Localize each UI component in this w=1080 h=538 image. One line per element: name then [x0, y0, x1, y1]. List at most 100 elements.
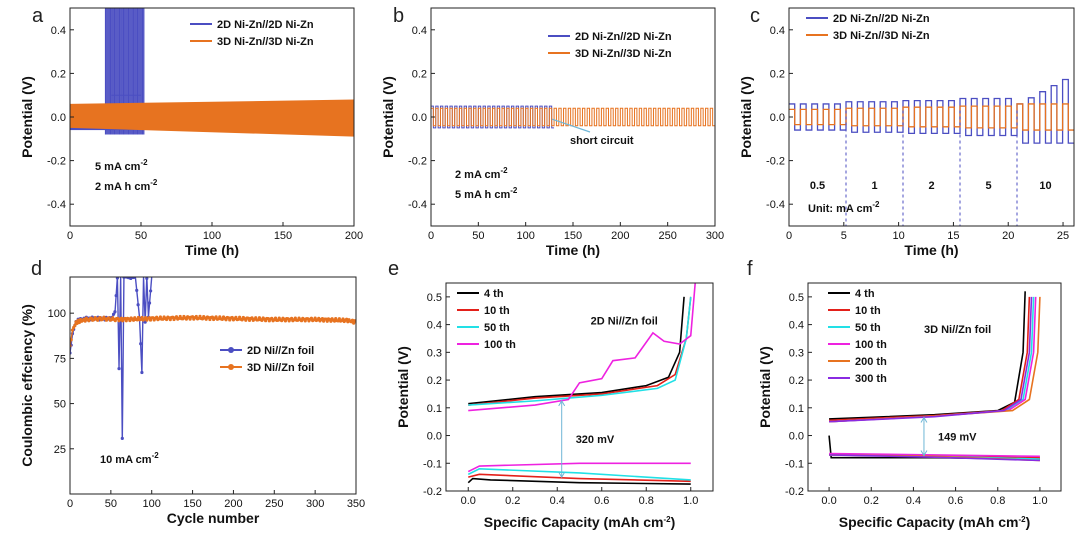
series-d-1-point — [332, 319, 337, 323]
legend: 4 th 10 th 50 th 100 th 200 th 300 th — [828, 288, 887, 385]
series-f-5-discharge — [829, 454, 1040, 462]
x-tick-label: 350 — [347, 498, 365, 510]
series-d-0-point — [111, 312, 116, 316]
series-f-3-discharge — [829, 452, 1040, 458]
panel-letter: a — [32, 5, 44, 27]
rate-label: 0.5 — [810, 180, 825, 192]
series-d-1-point — [260, 318, 264, 322]
y-tick-label: -0.2 — [408, 156, 427, 168]
panel-d: 0 50 100 150 200 250 300 350 25 50 75 100 Cycle numb… — [19, 258, 365, 526]
x-tick-label: 20 — [1002, 230, 1014, 242]
x-tick-label: 0 — [786, 230, 792, 242]
y-tick-label: 0.0 — [427, 431, 442, 443]
series-e-0-discharge — [467, 477, 691, 485]
y-tick-label: 0.2 — [770, 68, 785, 80]
plot-area-e — [467, 283, 696, 485]
x-tick-label: 0.4 — [550, 495, 565, 507]
plot-area-c — [789, 78, 1074, 226]
legend: 2D Ni-Zn//2D Ni-Zn 3D Ni-Zn//3D Ni-Zn — [806, 13, 930, 42]
x-tick-label: 50 — [472, 230, 484, 242]
rate-label: 5 — [985, 180, 991, 192]
series-d-0-point — [117, 367, 121, 371]
panel-a: 0 50 100 150 200 -0.4 -0.2 0.0 0.2 0.4 Time (h) Pot… — [19, 5, 363, 258]
x-tick-label: 200 — [345, 230, 363, 242]
series-d-1-point — [290, 316, 294, 320]
y-tick-label: 0.4 — [427, 320, 442, 332]
gap-label: 320 mV — [576, 434, 615, 446]
plot-area-d — [70, 277, 356, 440]
series-d-1-point — [164, 317, 169, 322]
y-tick-label: 0.0 — [770, 112, 785, 124]
series-d-1-point — [320, 317, 325, 321]
x-tick-label: 0 — [67, 498, 73, 510]
x-tick-label: 100 — [143, 498, 161, 510]
series-d-1-point — [337, 317, 341, 321]
series-d-1-point — [280, 319, 284, 323]
plot-area-a — [70, 8, 354, 137]
x-tick-label: 150 — [183, 498, 201, 510]
series-d-1-point — [341, 317, 345, 321]
y-axis-label: Potential (V) — [738, 76, 754, 158]
legend-label: 2D Ni-Zn//2D Ni-Zn — [575, 31, 672, 43]
legend-label: 3D Ni-Zn//3D Ni-Zn — [833, 30, 930, 42]
series-b-1 — [431, 107, 715, 127]
panel-letter: c — [750, 5, 760, 27]
series-d-1-point — [270, 316, 274, 320]
y-tick-label: 0.2 — [51, 68, 66, 80]
x-tick-label: 200 — [611, 230, 629, 242]
y-tick-label: -0.4 — [766, 199, 785, 211]
x-tick-label: 0.8 — [990, 495, 1005, 507]
y-tick-label: 0.2 — [427, 375, 442, 387]
series-d-1-point — [155, 315, 159, 319]
series-d-0-point — [145, 277, 149, 281]
series-c-1 — [789, 103, 1074, 131]
series-e-3-charge — [468, 283, 696, 412]
axes-frame — [807, 282, 1062, 492]
series-d-1-point — [135, 318, 139, 322]
legend-label: 4 th — [484, 288, 504, 300]
legend: 2D Ni-Zn//2D Ni-Zn 3D Ni-Zn//3D Ni-Zn — [190, 19, 314, 48]
series-d-1-point — [352, 321, 356, 325]
y-tick-label: 0.2 — [412, 68, 427, 80]
panel-b: 0 50 100 150 200 250 300 -0.4 -0.2 0.0 0.2 0.4 Time … — [380, 5, 724, 258]
axes-frame — [69, 276, 357, 495]
panel-letter: b — [393, 5, 404, 27]
annotation-arrow — [551, 118, 591, 133]
y-tick-label: 0.3 — [427, 347, 442, 359]
series-d-1-point — [313, 316, 317, 320]
series-d-1-point — [299, 319, 304, 323]
x-tick-label: 300 — [706, 230, 724, 242]
y-tick-label: -0.2 — [47, 156, 66, 168]
x-tick-label: 0.0 — [461, 495, 476, 507]
y-tick-label: -0.2 — [785, 486, 804, 498]
x-tick-label: 1.0 — [683, 495, 698, 507]
series-e-2-discharge — [467, 468, 691, 481]
y-tick-label: 100 — [48, 308, 66, 320]
x-axis-label: Time (h) — [185, 242, 239, 258]
series-d-1-point — [194, 314, 198, 319]
gap-arrow-head-bottom — [920, 450, 928, 457]
annotation: Unit: mA cm-2 — [808, 200, 880, 215]
legend-label: 2D Ni-Zn//2D Ni-Zn — [217, 19, 314, 31]
series-d-1-point — [144, 315, 148, 320]
x-tick-label: 250 — [658, 230, 676, 242]
series-d-1-point — [353, 319, 356, 323]
series-d-0-point — [149, 289, 153, 293]
series-d-1-point — [250, 316, 254, 320]
annotation: 5 mA cm-2 — [95, 158, 148, 173]
series-d-0-point — [147, 301, 152, 305]
series-d-0-point — [136, 303, 140, 307]
series-d-1-point — [230, 315, 234, 320]
series-d-1-point — [329, 319, 333, 323]
series-d-0 — [70, 277, 153, 440]
series-d-1-point — [70, 328, 75, 332]
x-tick-label: 10 — [892, 230, 904, 242]
legend-label: 4 th — [855, 288, 875, 300]
annotation: 10 mA cm-2 — [100, 451, 159, 466]
x-tick-label: 15 — [947, 230, 959, 242]
legend-label: 100 th — [855, 339, 887, 351]
annotation: 2 mA h cm-2 — [95, 178, 158, 193]
x-tick-label: 1.0 — [1032, 495, 1047, 507]
x-axis-label: Specific Capacity (mAh cm-2) — [484, 514, 676, 530]
